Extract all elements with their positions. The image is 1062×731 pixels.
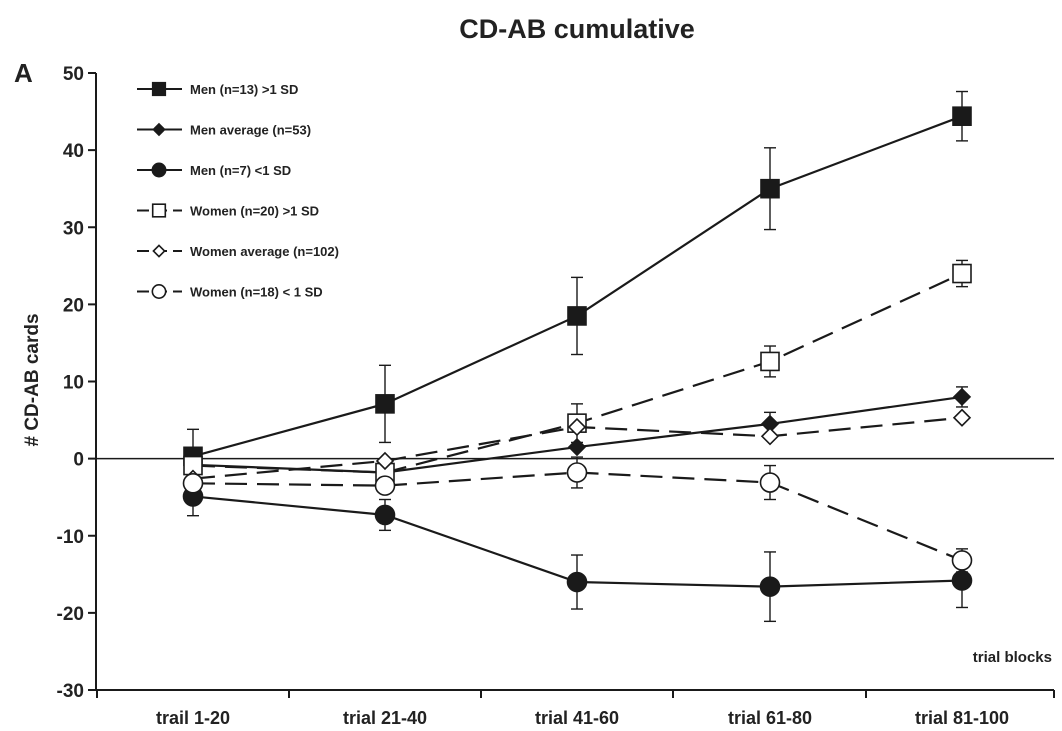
y-tick-label: 40 bbox=[63, 141, 84, 162]
legend-entry: Women (n=18) < 1 SD bbox=[137, 284, 323, 300]
data-point bbox=[374, 504, 396, 526]
data-point bbox=[567, 306, 587, 326]
x-tick-label: trial 21-40 bbox=[343, 708, 427, 728]
data-point bbox=[182, 473, 204, 494]
data-point bbox=[759, 472, 781, 493]
y-tick-label: 20 bbox=[63, 295, 84, 316]
data-point bbox=[759, 576, 781, 597]
data-point bbox=[760, 427, 780, 446]
data-point bbox=[567, 417, 587, 437]
data-point bbox=[566, 571, 588, 593]
data-point bbox=[952, 263, 972, 284]
y-tick-label: 30 bbox=[63, 218, 84, 239]
data-point bbox=[951, 550, 973, 571]
legend-marker bbox=[151, 203, 167, 218]
data-point bbox=[566, 462, 588, 483]
y-tick-label: -30 bbox=[57, 681, 84, 702]
x-tick-label: trial 81-100 bbox=[915, 708, 1009, 728]
axes: 50 40 30 20 10 0 -10 -20 -30 trail 1-20 trial 21-4… bbox=[57, 64, 1055, 728]
legend-marker bbox=[151, 284, 167, 299]
data-point bbox=[952, 106, 972, 126]
legend-label: Men (n=7) <1 SD bbox=[190, 163, 291, 178]
data-point bbox=[374, 475, 396, 496]
legend-label: Women (n=18) < 1 SD bbox=[190, 285, 323, 300]
y-tick-label: 50 bbox=[63, 64, 84, 85]
y-axis-label: # CD-AB cards bbox=[22, 313, 43, 446]
series-5 bbox=[182, 456, 973, 573]
data-point bbox=[951, 570, 973, 591]
y-tick-label: -10 bbox=[57, 527, 84, 548]
data-point bbox=[760, 351, 780, 372]
legend-label: Men average (n=53) bbox=[190, 123, 311, 138]
x-tick-label: trial 61-80 bbox=[728, 708, 812, 728]
panel-label: A bbox=[14, 58, 33, 88]
legend-entry: Men (n=13) >1 SD bbox=[137, 81, 298, 97]
series-2 bbox=[182, 476, 973, 623]
data-point bbox=[760, 178, 780, 199]
y-tick-label: 10 bbox=[63, 373, 84, 394]
series-layer bbox=[182, 90, 973, 623]
x-tick-label: trial 41-60 bbox=[535, 708, 619, 728]
data-point bbox=[952, 387, 972, 407]
data-point bbox=[375, 394, 395, 414]
data-point bbox=[952, 408, 972, 427]
legend-marker bbox=[151, 81, 167, 97]
y-tick-label: -20 bbox=[57, 604, 84, 625]
legend: Men (n=13) >1 SD Men average (n=53) Men (n… bbox=[137, 81, 339, 300]
legend-label: Women average (n=102) bbox=[190, 244, 339, 259]
legend-label: Men (n=13) >1 SD bbox=[190, 82, 298, 97]
legend-label: Women (n=20) >1 SD bbox=[190, 204, 319, 219]
y-tick-label: 0 bbox=[73, 450, 84, 471]
legend-marker bbox=[152, 122, 166, 137]
legend-marker bbox=[152, 244, 166, 258]
legend-marker bbox=[151, 162, 167, 178]
legend-entry: Women (n=20) >1 SD bbox=[137, 203, 319, 219]
chart-title: CD-AB cumulative bbox=[459, 14, 695, 44]
legend-entry: Women average (n=102) bbox=[137, 244, 339, 259]
legend-entry: Men average (n=53) bbox=[137, 123, 311, 138]
x-tick-label: trail 1-20 bbox=[156, 708, 230, 728]
legend-entry: Men (n=7) <1 SD bbox=[137, 162, 291, 178]
x-axis-label: trial blocks bbox=[973, 649, 1052, 666]
data-point bbox=[375, 451, 395, 471]
